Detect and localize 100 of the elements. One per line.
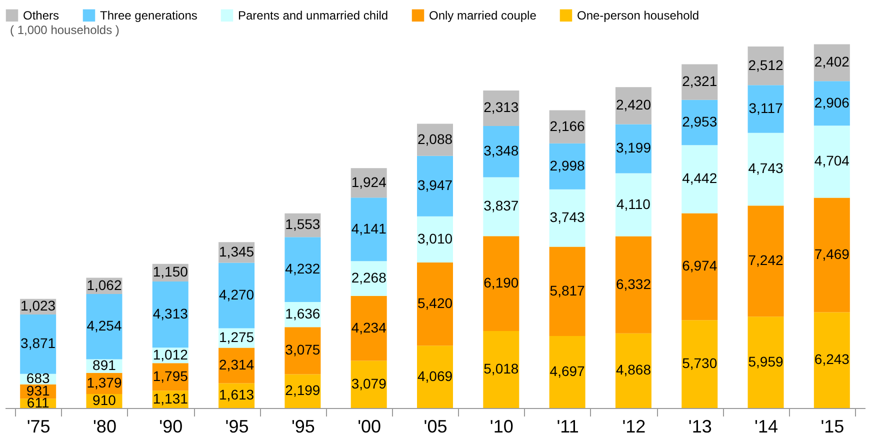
- data-label: 2,906: [814, 94, 850, 110]
- x-tick-label: '95: [225, 416, 249, 436]
- data-label: 1,553: [285, 216, 320, 232]
- x-tick-label: '80: [92, 416, 116, 436]
- data-label: 7,242: [748, 252, 784, 268]
- x-tick-label: '13: [688, 416, 712, 436]
- data-label: 4,141: [351, 220, 387, 236]
- data-label: 3,871: [20, 335, 56, 352]
- data-label: 7,469: [814, 246, 850, 262]
- chart-subtitle: ( 1,000 households ): [10, 23, 120, 37]
- bar: [682, 320, 718, 408]
- x-tick-label: '00: [358, 416, 382, 436]
- data-label: 4,313: [152, 306, 188, 322]
- bar: [748, 85, 784, 133]
- bar: [417, 216, 453, 262]
- legend-label: Parents and unmarried child: [238, 8, 388, 22]
- data-label: 5,817: [550, 282, 586, 298]
- bar: [615, 173, 652, 236]
- data-label: 2,998: [550, 157, 586, 174]
- data-label: 3,117: [748, 100, 783, 116]
- bar: [284, 237, 321, 302]
- bar: [549, 246, 586, 336]
- data-label: 4,442: [682, 170, 718, 186]
- x-tick-label: '90: [159, 416, 183, 436]
- data-label: 910: [92, 392, 116, 408]
- bar: [218, 262, 255, 328]
- data-label: 2,512: [748, 56, 784, 73]
- data-label: 6,974: [682, 258, 718, 274]
- bar: [86, 294, 122, 360]
- data-label: 1,275: [219, 329, 254, 346]
- data-label: 3,199: [616, 140, 652, 156]
- data-label: 2,088: [417, 130, 453, 147]
- data-label: 2,314: [219, 356, 254, 373]
- data-label: 4,232: [285, 260, 320, 277]
- data-label: 4,743: [748, 160, 784, 176]
- data-label: 3,348: [484, 142, 519, 159]
- data-label: 2,166: [550, 118, 586, 134]
- bar: [549, 143, 586, 190]
- bar: [615, 333, 652, 408]
- data-label: 4,868: [616, 362, 652, 378]
- data-label: 4,697: [550, 362, 586, 379]
- data-label: 1,345: [219, 243, 254, 260]
- bar: [417, 346, 453, 408]
- x-tick-label: '15: [820, 416, 844, 436]
- bar: [483, 177, 520, 236]
- bar: [152, 281, 188, 348]
- bar: [549, 189, 586, 247]
- bar: [682, 64, 718, 100]
- data-label: 1,636: [285, 306, 320, 322]
- bar: [748, 316, 784, 408]
- data-label: 3,837: [484, 198, 519, 214]
- data-label: 2,313: [484, 99, 519, 116]
- data-label: 2,953: [682, 113, 718, 130]
- x-tick-label: '11: [556, 416, 579, 436]
- data-label: 5,420: [417, 295, 453, 312]
- data-label: 6,332: [616, 276, 652, 292]
- bar: [350, 198, 387, 262]
- data-label: 5,018: [484, 360, 519, 377]
- data-label: 6,243: [814, 351, 850, 368]
- data-label: 4,270: [219, 286, 254, 302]
- bar: [748, 132, 784, 206]
- data-label: 2,321: [682, 73, 718, 90]
- bar: [350, 360, 387, 408]
- legend-label: One-person household: [577, 8, 700, 22]
- bar: [417, 262, 453, 346]
- bar: [549, 336, 586, 408]
- data-label: 1,023: [20, 298, 56, 314]
- data-label: 3,743: [550, 209, 586, 226]
- legend-label: Only married couple: [429, 8, 537, 22]
- bar: [814, 81, 850, 126]
- data-label: 3,010: [417, 230, 453, 246]
- data-label: 1,924: [351, 174, 387, 190]
- bar: [682, 100, 718, 146]
- data-label: 1,795: [152, 368, 188, 384]
- legend-label: Others: [23, 8, 60, 22]
- bar: [814, 126, 850, 198]
- data-label: 2,268: [351, 269, 387, 286]
- bar: [350, 296, 387, 361]
- data-label: 2,199: [285, 382, 320, 398]
- x-tick-label: '05: [424, 416, 448, 436]
- bar: [814, 312, 850, 408]
- data-label: 1,613: [219, 386, 254, 403]
- bar: [417, 156, 453, 216]
- bar: [748, 206, 784, 317]
- data-label: 2,420: [616, 96, 652, 113]
- data-label: 5,730: [682, 355, 718, 372]
- bar: [748, 46, 784, 86]
- bar: [483, 126, 520, 178]
- data-label: 2,402: [814, 54, 850, 70]
- x-tick-label: '12: [622, 416, 646, 436]
- data-label: 1,379: [86, 374, 122, 390]
- data-label: 4,110: [616, 196, 651, 212]
- data-label: 3,079: [351, 375, 387, 392]
- data-label: 3,075: [285, 342, 320, 358]
- x-tick-label: '10: [490, 416, 514, 436]
- bar: [615, 236, 652, 334]
- bar: [20, 314, 56, 374]
- data-label: 1,150: [152, 264, 188, 280]
- data-label: 4,704: [814, 152, 850, 169]
- data-label: 3,947: [417, 177, 453, 194]
